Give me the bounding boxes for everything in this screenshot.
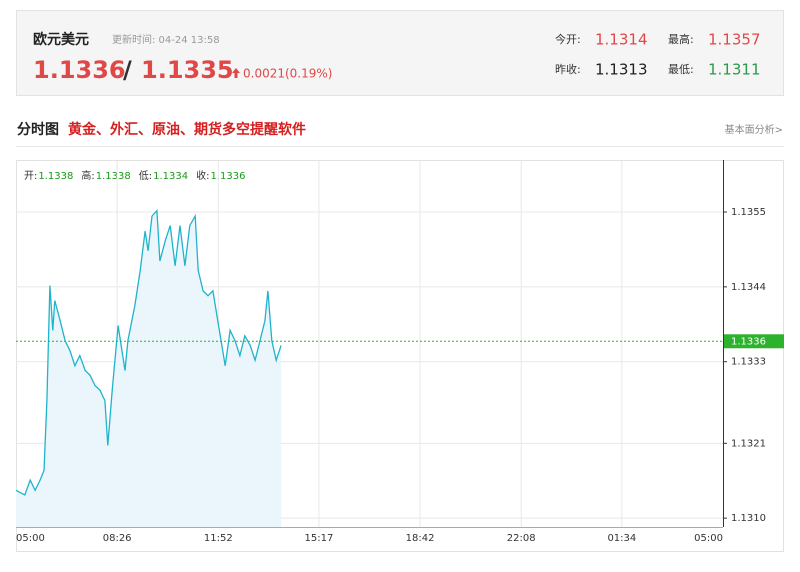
- separator: /: [123, 56, 132, 84]
- stat-label: 最低:: [668, 63, 694, 76]
- summary-label: 高:: [81, 169, 94, 182]
- stat-value: 1.1313: [595, 61, 648, 79]
- price-change: 0.0021(0.19%): [243, 67, 332, 81]
- bid-price: 1.1336: [33, 56, 126, 84]
- y-tick-label: 1.1333: [731, 357, 766, 368]
- stat-value: 1.1311: [708, 61, 761, 79]
- x-tick-label: 01:34: [607, 533, 636, 544]
- up-arrow: [232, 68, 240, 78]
- summary-value: 1.1338: [96, 171, 131, 182]
- y-tick-label: 1.1344: [731, 282, 766, 293]
- x-tick-label: 08:26: [103, 533, 132, 544]
- analysis-link[interactable]: 基本面分析>: [725, 123, 783, 136]
- x-tick-label: 11:52: [204, 533, 233, 544]
- reference-label-box: [724, 334, 784, 349]
- update-time: 更新时间: 04-24 13:58: [112, 33, 220, 46]
- area: [16, 210, 282, 527]
- y-tick-label: 1.1355: [731, 207, 766, 218]
- plot: 开: 1.1338 高: 1.1338 低: 1.1334 收: 1.13361.13101.…: [15, 160, 784, 544]
- symbol-title: 欧元美元: [33, 31, 89, 48]
- stat-label: 今开:: [555, 32, 581, 46]
- summary-value: 1.1338: [38, 171, 73, 182]
- header-box: [16, 10, 784, 96]
- section-title: 分时图: [17, 121, 59, 138]
- stat-label: 昨收:: [555, 62, 581, 76]
- y-tick-label: 1.1310: [731, 513, 766, 524]
- ask-price: 1.1335: [141, 56, 234, 84]
- stat-value: 1.1357: [708, 31, 761, 49]
- summary-label: 开:: [24, 171, 37, 182]
- promo-link[interactable]: 黄金、外汇、原油、期货多空提醒软件: [68, 121, 306, 138]
- summary-value: 1.1334: [153, 171, 188, 182]
- x-tick-label: 18:42: [406, 533, 435, 544]
- summary-value: 1.1336: [211, 171, 246, 182]
- x-tick-label: 05:00: [694, 533, 723, 544]
- stat-value: 1.1314: [595, 31, 648, 49]
- x-tick-label: 05:00: [16, 533, 45, 544]
- stat-label: 最高:: [668, 32, 694, 46]
- x-tick-label: 15:17: [305, 533, 334, 544]
- x-tick-label: 22:08: [507, 533, 536, 544]
- summary-label: 低:: [139, 169, 152, 182]
- summary-label: 收:: [196, 169, 209, 182]
- price-line: [15, 209, 282, 496]
- chart-frame: [16, 160, 784, 552]
- reference-label: 1.1336: [731, 336, 766, 347]
- stats: 今开: 1.1314 最高: 1.1357 昨收: 1.1313 最低: 1.1311: [555, 31, 761, 79]
- y-tick-label: 1.1321: [731, 438, 766, 449]
